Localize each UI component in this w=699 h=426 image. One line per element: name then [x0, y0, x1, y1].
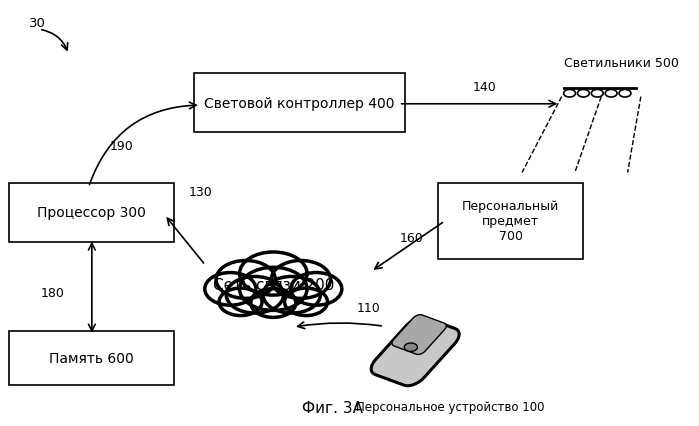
Text: 180: 180: [41, 286, 64, 299]
Text: Световой контроллер 400: Световой контроллер 400: [204, 97, 395, 111]
Polygon shape: [392, 315, 446, 354]
Circle shape: [226, 277, 284, 313]
FancyArrowPatch shape: [89, 244, 95, 331]
FancyArrowPatch shape: [89, 103, 196, 185]
Circle shape: [563, 90, 575, 98]
Text: Память 600: Память 600: [50, 351, 134, 365]
Text: Фиг. 3А: Фиг. 3А: [302, 400, 363, 415]
Circle shape: [577, 90, 589, 98]
Text: 110: 110: [357, 301, 381, 314]
FancyArrowPatch shape: [167, 219, 203, 263]
Circle shape: [404, 343, 417, 351]
Text: Персональное устройство 100: Персональное устройство 100: [356, 400, 545, 413]
Circle shape: [619, 90, 631, 98]
Circle shape: [216, 261, 275, 299]
Text: 140: 140: [473, 81, 496, 93]
FancyArrowPatch shape: [298, 322, 382, 329]
Text: Процессор 300: Процессор 300: [38, 206, 146, 220]
Circle shape: [271, 261, 331, 299]
Circle shape: [240, 252, 307, 295]
Circle shape: [291, 273, 342, 305]
Circle shape: [251, 289, 296, 318]
FancyBboxPatch shape: [194, 74, 405, 133]
Text: 130: 130: [189, 185, 212, 199]
FancyArrowPatch shape: [401, 101, 556, 108]
Circle shape: [205, 273, 256, 305]
Circle shape: [219, 288, 262, 316]
Circle shape: [240, 268, 307, 311]
Circle shape: [605, 90, 617, 98]
FancyBboxPatch shape: [9, 331, 174, 386]
Text: Сеть связи 200: Сеть связи 200: [212, 277, 334, 292]
Circle shape: [263, 277, 320, 313]
Text: 190: 190: [110, 139, 134, 152]
Text: Персональный
предмет
700: Персональный предмет 700: [462, 200, 559, 243]
Text: Светильники 500: Светильники 500: [563, 57, 679, 70]
FancyArrowPatch shape: [375, 223, 442, 269]
Polygon shape: [371, 318, 459, 386]
Text: 160: 160: [400, 232, 424, 245]
FancyBboxPatch shape: [9, 184, 174, 242]
Text: 30: 30: [29, 17, 46, 30]
Circle shape: [591, 90, 603, 98]
FancyBboxPatch shape: [438, 184, 584, 259]
Circle shape: [284, 288, 328, 316]
FancyArrowPatch shape: [42, 31, 68, 51]
